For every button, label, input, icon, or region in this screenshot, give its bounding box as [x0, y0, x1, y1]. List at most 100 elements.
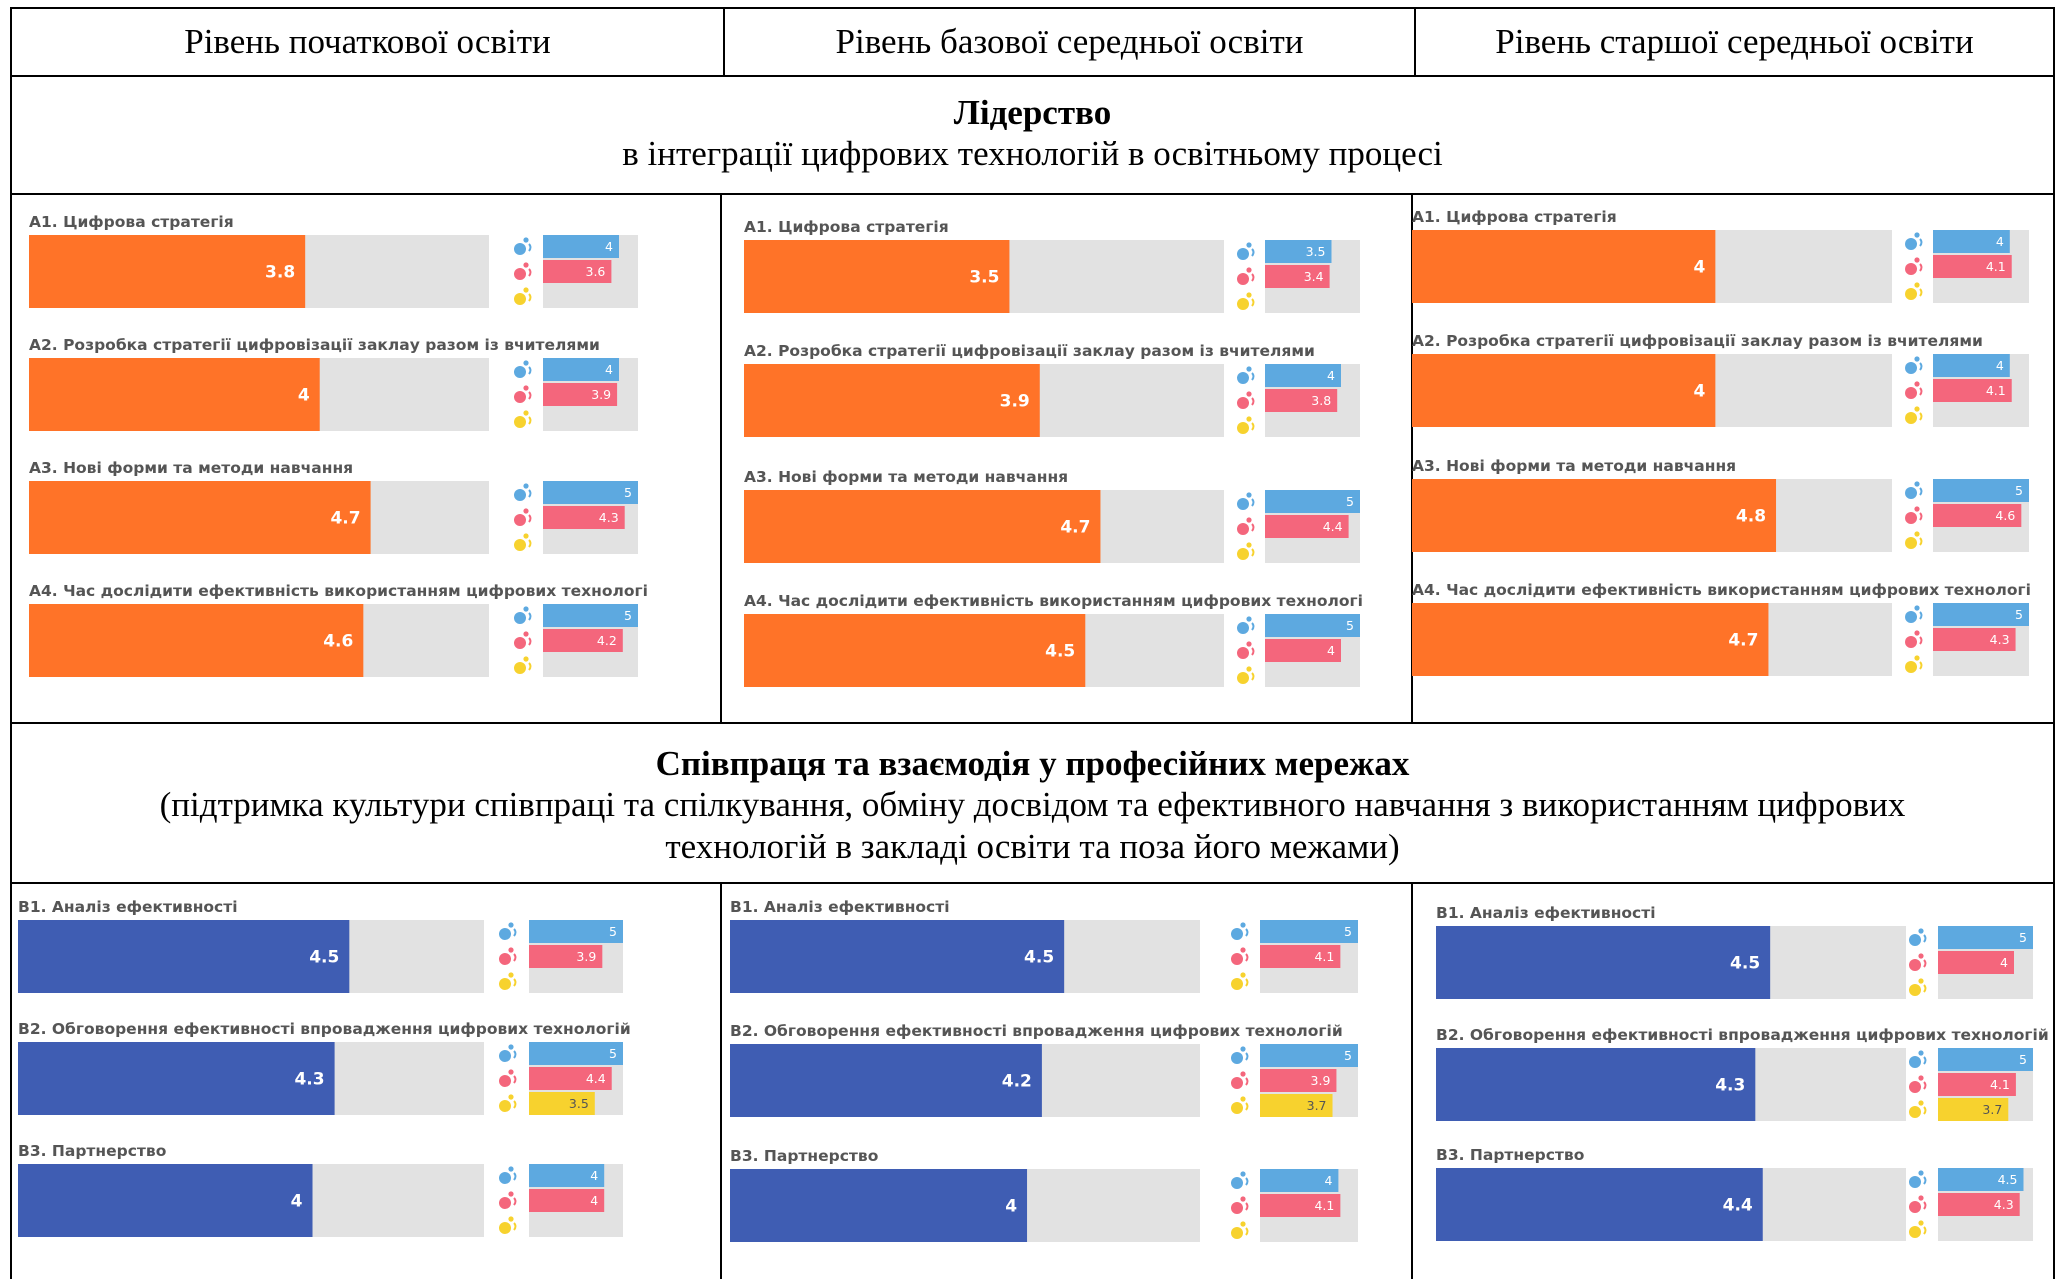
sub-bar: [1933, 230, 2010, 253]
sub-bar-value-label: 4.1: [1314, 1198, 1334, 1213]
person-pink-icon: [1905, 257, 1923, 275]
sub-bar-value-label: 4: [1324, 1173, 1332, 1188]
person-pink-icon: [499, 1069, 517, 1087]
sub-bar: [1938, 926, 2033, 949]
person-blue-icon: [1231, 1171, 1249, 1189]
person-yellow-icon: [514, 533, 532, 551]
sub-bar: [1265, 515, 1349, 538]
table-border-right-lower: [2053, 884, 2055, 1279]
bar: [744, 364, 1040, 437]
person-yellow-icon: [1237, 292, 1255, 310]
person-yellow-icon: [514, 410, 532, 428]
sub-bar: [1933, 479, 2029, 502]
sub-bar-value-label: 4.1: [1986, 259, 2006, 274]
bar-row: A1. Цифрова стратегія 3.5 3.5 3.4: [744, 218, 1360, 313]
person-pink-icon: [514, 631, 532, 649]
category-label: A1. Цифрова стратегія: [744, 218, 949, 236]
sub-bar-value-label: 4.3: [1994, 1197, 2014, 1212]
panel-leadership-senior: A1. Цифрова стратегія 4 4 4.1 A2. Розробка с…: [1412, 208, 2031, 676]
sub-bar-value-label: 5: [609, 1046, 617, 1061]
sub-bar-value-label: 4.1: [1990, 1077, 2010, 1092]
sub-bar: [1933, 255, 2012, 278]
bar-value-label: 4: [1005, 1197, 1017, 1217]
bar-row: A2. Розробка стратегії цифровізації закл…: [1412, 332, 2029, 427]
sub-bar-value-label: 3.6: [586, 264, 606, 279]
bar-value-label: 4.6: [323, 632, 353, 652]
bar: [1412, 479, 1777, 552]
sub-bar: [1938, 1048, 2033, 1071]
bar-row: B2. Обговорення ефективності впровадженн…: [730, 1022, 1358, 1117]
bar-row: A4. Час дослідити ефективність використа…: [744, 592, 1363, 687]
bar-value-label: 4.5: [1045, 642, 1075, 662]
sub-bar: [543, 383, 618, 406]
level-header-row: Рівень початкової освіти Рівень базової …: [10, 7, 2055, 77]
column-divider-1: [720, 195, 722, 723]
category-label: B3. Партнерство: [18, 1142, 166, 1160]
sub-bar: [1265, 364, 1341, 387]
category-label: A2. Розробка стратегії цифровізації закл…: [1412, 332, 1983, 350]
sub-bar: [529, 1092, 595, 1115]
sub-bar: [1265, 389, 1338, 412]
sub-bar: [543, 481, 638, 504]
person-yellow-icon: [1909, 978, 1927, 996]
person-pink-icon: [514, 385, 532, 403]
person-yellow-icon: [1231, 972, 1249, 990]
person-pink-icon: [1237, 391, 1255, 409]
bar-value-label: 4.8: [1736, 507, 1766, 527]
sub-bar-value-label: 3.9: [1311, 1073, 1331, 1088]
person-yellow-icon: [1237, 542, 1255, 560]
bar: [744, 490, 1101, 563]
category-label: A1. Цифрова стратегія: [29, 213, 234, 231]
person-pink-icon: [1905, 506, 1923, 524]
sub-bar-value-label: 3.7: [1307, 1098, 1327, 1113]
sub-bar: [1933, 628, 2016, 651]
person-blue-icon: [1231, 1046, 1249, 1064]
sub-bar: [543, 358, 619, 381]
bar: [744, 614, 1086, 687]
person-blue-icon: [499, 1166, 517, 1184]
sub-bar: [1260, 920, 1358, 943]
sub-bar-value-label: 5: [1346, 618, 1354, 633]
sub-bar: [543, 604, 638, 627]
header-primary-level: Рівень початкової освіти: [184, 22, 551, 61]
sub-bar-value-label: 3.5: [569, 1096, 589, 1111]
person-yellow-icon: [1905, 531, 1923, 549]
person-blue-icon: [514, 237, 532, 255]
bar-value-label: 4.5: [1024, 948, 1054, 968]
person-yellow-icon: [514, 656, 532, 674]
bar: [744, 240, 1010, 313]
person-yellow-icon: [1231, 1221, 1249, 1239]
person-pink-icon: [1231, 1196, 1249, 1214]
category-label: A2. Розробка стратегії цифровізації закл…: [744, 342, 1315, 360]
sub-bar-value-label: 4: [605, 362, 613, 377]
person-yellow-icon: [1237, 666, 1255, 684]
category-label: B2. Обговорення ефективності впровадженн…: [18, 1020, 631, 1038]
bar: [730, 1044, 1042, 1117]
person-blue-icon: [1237, 242, 1255, 260]
sub-bar: [1260, 1194, 1341, 1217]
table-border-left-lower: [10, 884, 12, 1279]
bar-row: B3. Партнерство 4.4 4.5 4.3: [1436, 1146, 2033, 1241]
person-blue-icon: [1905, 605, 1923, 623]
category-label: B3. Партнерство: [730, 1147, 878, 1165]
sub-bar: [529, 1067, 612, 1090]
sub-bar: [1938, 1098, 2009, 1121]
person-blue-icon: [1237, 492, 1255, 510]
bar: [29, 481, 371, 554]
bar-value-label: 4.7: [1728, 631, 1758, 651]
bar: [29, 235, 306, 308]
person-yellow-icon: [1905, 406, 1923, 424]
category-label: B1. Аналіз ефективності: [730, 898, 950, 916]
sub-bar-value-label: 4.2: [597, 633, 617, 648]
sub-bar: [1265, 639, 1341, 662]
bar: [730, 1169, 1028, 1242]
sub-bar-value-label: 4: [1996, 358, 2004, 373]
sub-bar-value-label: 5: [1344, 924, 1352, 939]
sub-bar-value-label: 4.4: [1323, 519, 1343, 534]
sub-bar-value-label: 4: [2000, 955, 2008, 970]
sub-bar-value-label: 4: [605, 239, 613, 254]
sub-bar: [1265, 490, 1360, 513]
sub-bar-value-label: 4: [1996, 234, 2004, 249]
sub-bar-value-label: 4.6: [1995, 508, 2015, 523]
